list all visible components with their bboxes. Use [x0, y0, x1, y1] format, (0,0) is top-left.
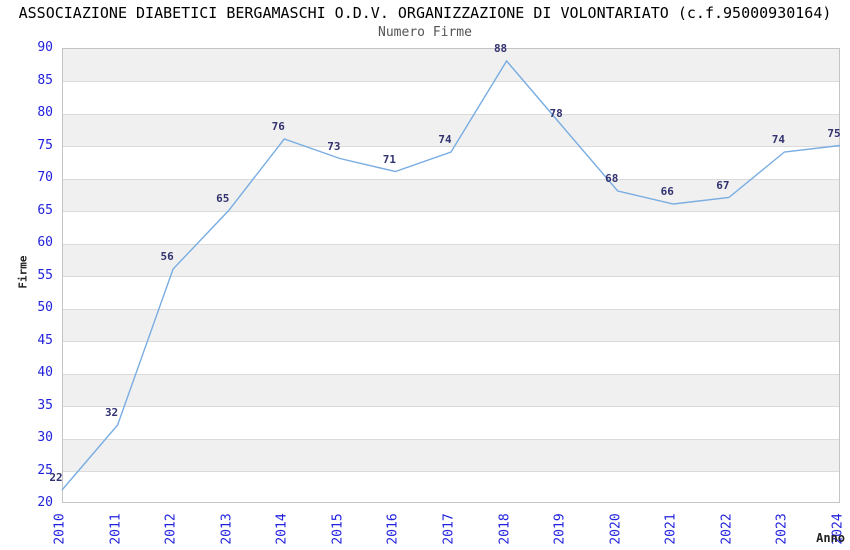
x-tick-label-2022: 2022	[719, 513, 735, 545]
value-label-2012: 56	[160, 250, 174, 263]
y-tick-label-20: 20	[37, 495, 53, 510]
y-tick-label-25: 25	[37, 462, 53, 478]
band-45-50	[63, 309, 839, 342]
data-line-svg	[61, 59, 841, 491]
y-tick-label-40: 40	[37, 365, 53, 380]
y-tick-label-55: 55	[37, 267, 53, 283]
chart-title: ASSOCIAZIONE DIABETICI BERGAMASCHI O.D.V…	[18, 4, 832, 22]
y-tick-label-80: 80	[37, 105, 53, 120]
band-65-70	[63, 179, 839, 212]
gridline-25	[63, 471, 839, 472]
x-tick-label-2012: 2012	[163, 513, 179, 545]
y-tick-label-60: 60	[37, 235, 53, 250]
gridline-70	[63, 178, 839, 180]
y-tick-label-70: 70	[37, 170, 53, 185]
value-label-2023: 74	[771, 133, 786, 146]
band-25-30	[63, 439, 839, 472]
x-tick-label-2023: 2023	[774, 513, 790, 545]
x-tick-label-2013: 2013	[219, 513, 235, 545]
gridline-45	[63, 341, 839, 342]
y-tick-label-65: 65	[37, 202, 53, 218]
plot-area	[62, 48, 840, 503]
value-label-2019: 78	[549, 107, 563, 120]
value-label-2022: 67	[716, 178, 730, 192]
value-label-2014: 76	[271, 120, 285, 133]
y-tick-label-50: 50	[37, 300, 53, 315]
x-tick-label-2014: 2014	[274, 513, 290, 545]
y-tick-label-30: 30	[37, 430, 53, 445]
gridline-55	[63, 276, 839, 277]
value-label-2018: 88	[493, 42, 508, 55]
value-label-2013: 65	[216, 191, 230, 205]
y-tick-label-75: 75	[37, 137, 53, 153]
value-label-2017: 74	[438, 133, 452, 146]
gridline-85	[63, 81, 839, 82]
y-axis-title: Firme	[16, 255, 30, 289]
y-tick-label-90: 90	[37, 40, 53, 55]
x-axis-title: Anno	[816, 531, 845, 545]
band-75-80	[63, 114, 839, 147]
x-tick-label-2010: 2010	[52, 513, 68, 545]
value-label-2010: 22	[49, 471, 63, 484]
data-line	[61, 59, 841, 491]
value-label-2015: 73	[327, 139, 341, 153]
gridline-60	[63, 243, 839, 245]
gridline-50	[63, 308, 839, 310]
gridline-75	[63, 146, 839, 147]
value-label-2024: 75	[827, 126, 841, 140]
value-label-2016: 71	[382, 152, 397, 166]
y-tick-label-85: 85	[37, 72, 53, 88]
y-tick-label-45: 45	[37, 332, 53, 348]
chart-subtitle: Numero Firme	[378, 25, 472, 40]
gridline-80	[63, 113, 839, 115]
x-tick-label-2020: 2020	[608, 513, 624, 545]
gridline-65	[63, 211, 839, 212]
band-85-90	[63, 49, 839, 82]
x-tick-label-2019: 2019	[552, 513, 568, 545]
y-tick-label-35: 35	[37, 397, 53, 413]
x-tick-label-2016: 2016	[385, 513, 401, 545]
value-label-2011: 32	[104, 406, 119, 419]
value-label-2021: 66	[660, 185, 674, 198]
x-tick-label-2021: 2021	[663, 513, 679, 545]
gridline-30	[63, 438, 839, 440]
value-label-2020: 68	[605, 172, 619, 185]
x-tick-label-2015: 2015	[330, 513, 346, 545]
gridline-35	[63, 406, 839, 407]
band-35-40	[63, 374, 839, 407]
x-tick-label-2017: 2017	[441, 513, 457, 545]
x-tick-label-2018: 2018	[497, 513, 513, 545]
gridline-40	[63, 373, 839, 375]
x-tick-label-2011: 2011	[108, 513, 124, 545]
